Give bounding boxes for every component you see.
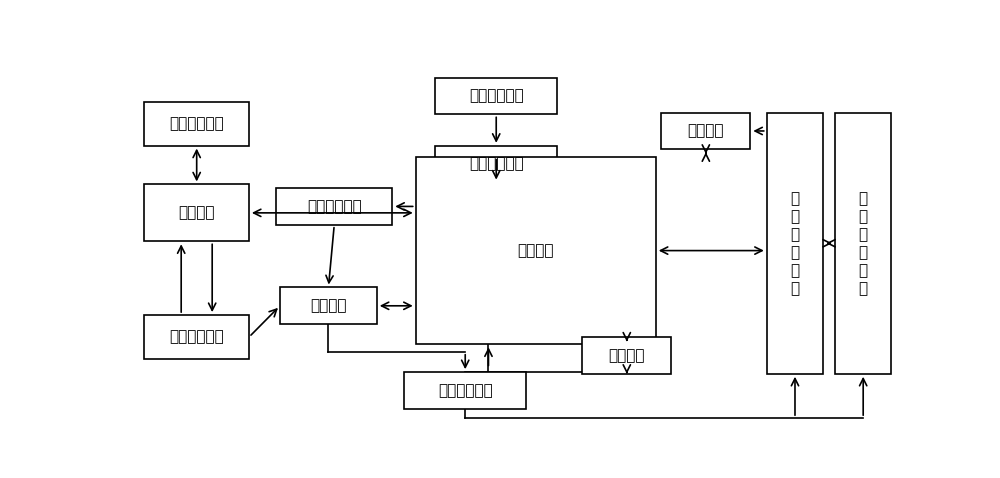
FancyBboxPatch shape [280,287,377,324]
Text: 客户推送模块: 客户推送模块 [169,330,224,345]
FancyBboxPatch shape [144,185,249,241]
Text: 从服务器: 从服务器 [518,243,554,258]
FancyBboxPatch shape [144,101,249,146]
FancyBboxPatch shape [404,372,526,409]
Text: 天
气
分
析
模
块: 天 气 分 析 模 块 [859,191,868,296]
Text: 定时发送模块: 定时发送模块 [469,88,524,104]
FancyBboxPatch shape [661,113,750,150]
Text: 主服务器: 主服务器 [178,206,215,220]
Text: 定位模块: 定位模块 [609,348,645,363]
FancyBboxPatch shape [835,113,891,374]
Text: 显示模块: 显示模块 [688,123,724,139]
Text: 实时检测模块: 实时检测模块 [469,157,524,172]
Text: 数据采集模块: 数据采集模块 [438,383,493,398]
Text: 经验分享模块: 经验分享模块 [169,116,224,131]
FancyBboxPatch shape [144,315,249,359]
Text: 数
据
分
析
模
块: 数 据 分 析 模 块 [790,191,800,296]
FancyBboxPatch shape [416,157,656,345]
FancyBboxPatch shape [276,188,392,225]
Text: 生成打印模块: 生成打印模块 [307,199,362,214]
Text: 移动终端: 移动终端 [310,298,347,313]
FancyBboxPatch shape [767,113,823,374]
FancyBboxPatch shape [435,146,557,183]
FancyBboxPatch shape [435,77,557,114]
FancyBboxPatch shape [582,337,671,374]
